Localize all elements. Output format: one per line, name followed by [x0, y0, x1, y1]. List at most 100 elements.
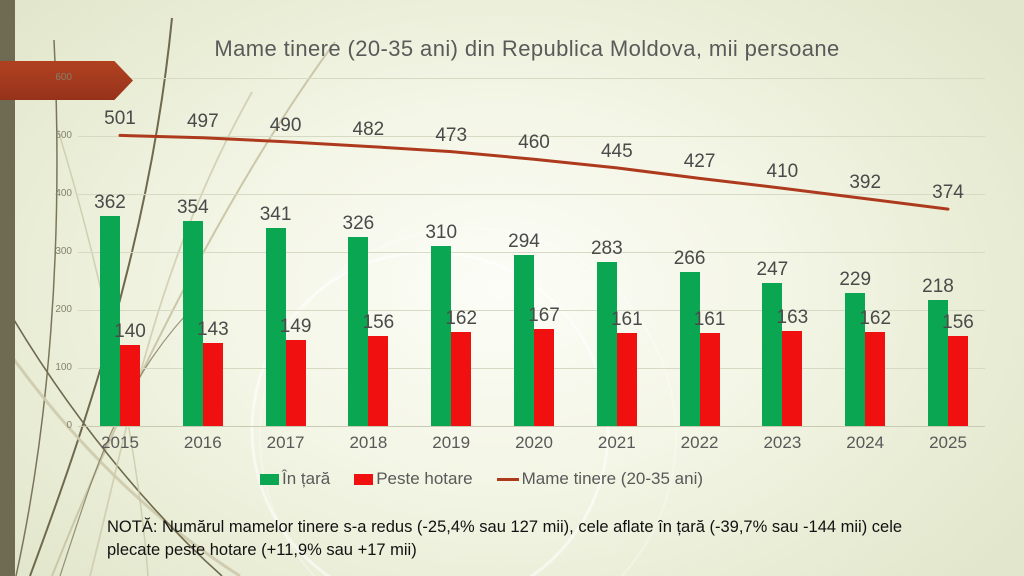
gridline-600 [78, 77, 985, 79]
x-axis-label-2015: 2015 [101, 433, 139, 452]
x-axis-label-2019: 2019 [432, 433, 471, 452]
line-value-2019: 473 [435, 124, 468, 146]
bar-in-tara-2018 [348, 236, 369, 426]
bar-peste-hotare-2018 [368, 335, 389, 426]
bar-value-in-tara-2019: 310 [425, 222, 458, 244]
bar-in-tara-2016 [182, 220, 203, 426]
legend: În țară Peste hotare Mame tinere (20-35 … [260, 469, 703, 489]
line-value-2017: 490 [269, 114, 302, 136]
bar-peste-hotare-2021 [616, 332, 637, 426]
arrow-banner [0, 61, 133, 100]
bar-value-peste-hotare-2018: 156 [362, 311, 395, 333]
bar-value-peste-hotare-2022: 161 [693, 308, 726, 330]
line-value-2023: 410 [766, 161, 799, 183]
y-axis-tick-400: 400 [55, 188, 72, 199]
legend-item-mame-tinere: Mame tinere (20-35 ani) [496, 469, 704, 489]
line-value-2018: 482 [352, 119, 385, 141]
line-value-2021: 445 [600, 140, 633, 162]
y-axis-tick-600: 600 [55, 72, 72, 83]
x-axis-label-2020: 2020 [515, 433, 553, 452]
bar-value-in-tara-2023: 247 [756, 258, 789, 280]
bar-value-peste-hotare-2017: 149 [279, 315, 312, 337]
gridline-0 [78, 425, 985, 427]
bar-value-in-tara-2020: 294 [508, 231, 540, 253]
x-axis-label-2017: 2017 [266, 433, 305, 452]
left-accent-bar [0, 0, 15, 576]
x-axis-label-2018: 2018 [349, 433, 388, 452]
bar-in-tara-2024 [845, 293, 866, 426]
bar-in-tara-2023 [762, 282, 783, 426]
gridline-300 [78, 251, 985, 253]
bar-value-peste-hotare-2024: 162 [859, 308, 892, 330]
bar-peste-hotare-2023 [782, 331, 803, 426]
bar-value-in-tara-2025: 218 [922, 275, 954, 297]
note-line-2: plecate peste hotare (+11,9% sau +17 mii… [107, 541, 417, 559]
bar-value-peste-hotare-2023: 163 [776, 307, 809, 329]
bar-in-tara-2025 [928, 299, 948, 426]
trend-line [118, 133, 950, 211]
bar-peste-hotare-2019 [451, 332, 472, 426]
bar-peste-hotare-2022 [699, 332, 720, 426]
y-axis-tick-100: 100 [55, 362, 72, 373]
red-bar-swatch-icon [354, 473, 374, 485]
bar-value-peste-hotare-2025: 156 [942, 311, 974, 333]
legend-item-peste-hotare: Peste hotare [354, 469, 473, 489]
bar-peste-hotare-2025 [948, 335, 968, 426]
swoosh-lines [0, 17, 336, 576]
bar-in-tara-2017 [265, 228, 286, 426]
bar-value-peste-hotare-2020: 167 [528, 305, 560, 327]
note-text: NOTĂ: Numărul mamelor tinere s-a redus (… [107, 516, 902, 562]
x-axis-label-2021: 2021 [597, 433, 636, 452]
y-axis-tick-500: 500 [55, 130, 72, 141]
watermark-circle-outer [259, 227, 677, 576]
bar-value-in-tara-2021: 283 [590, 237, 623, 259]
chart-title: Mame tinere (20-35 ani) din Republica Mo… [214, 36, 840, 61]
bar-in-tara-2019 [431, 246, 452, 426]
y-axis-tick-300: 300 [55, 246, 72, 257]
bar-value-in-tara-2015: 362 [94, 192, 126, 214]
bar-peste-hotare-2024 [865, 332, 886, 426]
legend-label: Peste hotare [376, 469, 473, 488]
bar-value-in-tara-2016: 354 [176, 196, 209, 218]
bar-in-tara-2022 [679, 271, 700, 426]
bar-peste-hotare-2015 [120, 344, 140, 426]
bar-value-peste-hotare-2015: 140 [114, 320, 146, 342]
bar-value-in-tara-2018: 326 [342, 212, 375, 234]
x-axis-label-2016: 2016 [183, 433, 222, 452]
bar-in-tara-2015 [100, 216, 120, 426]
legend-item-in-tara: În țară [260, 469, 330, 489]
gridline-400 [78, 193, 985, 195]
bar-peste-hotare-2020 [534, 329, 554, 426]
x-axis-label-2024: 2024 [846, 433, 885, 452]
line-value-2025: 374 [932, 182, 964, 204]
note-line-1: NOTĂ: Numărul mamelor tinere s-a redus (… [107, 518, 903, 536]
bar-value-peste-hotare-2021: 161 [610, 308, 643, 330]
bar-value-in-tara-2022: 266 [673, 247, 706, 269]
bar-peste-hotare-2016 [202, 343, 223, 426]
bar-value-in-tara-2017: 341 [259, 204, 292, 226]
bar-peste-hotare-2017 [285, 339, 306, 426]
line-value-2022: 427 [683, 151, 716, 173]
x-axis-label-2023: 2023 [763, 433, 802, 452]
line-value-2016: 497 [186, 110, 219, 132]
bar-value-peste-hotare-2016: 143 [196, 319, 229, 341]
line-value-2020: 460 [518, 132, 550, 154]
bar-value-peste-hotare-2019: 162 [445, 308, 478, 330]
line-swatch-icon [496, 477, 519, 481]
y-axis-tick-0: 0 [66, 420, 72, 431]
line-value-2015: 501 [104, 108, 136, 130]
bar-value-in-tara-2024: 229 [839, 269, 872, 291]
green-bar-swatch-icon [260, 473, 279, 485]
x-axis-label-2025: 2025 [929, 433, 967, 452]
x-axis-label-2022: 2022 [680, 433, 719, 452]
bar-in-tara-2020 [514, 255, 534, 426]
bar-in-tara-2021 [596, 261, 617, 426]
y-axis-tick-200: 200 [55, 304, 72, 315]
line-value-2024: 392 [849, 171, 882, 193]
legend-label: În țară [282, 469, 331, 488]
legend-label: Mame tinere (20-35 ani) [521, 469, 704, 488]
gridline-500 [78, 135, 985, 137]
